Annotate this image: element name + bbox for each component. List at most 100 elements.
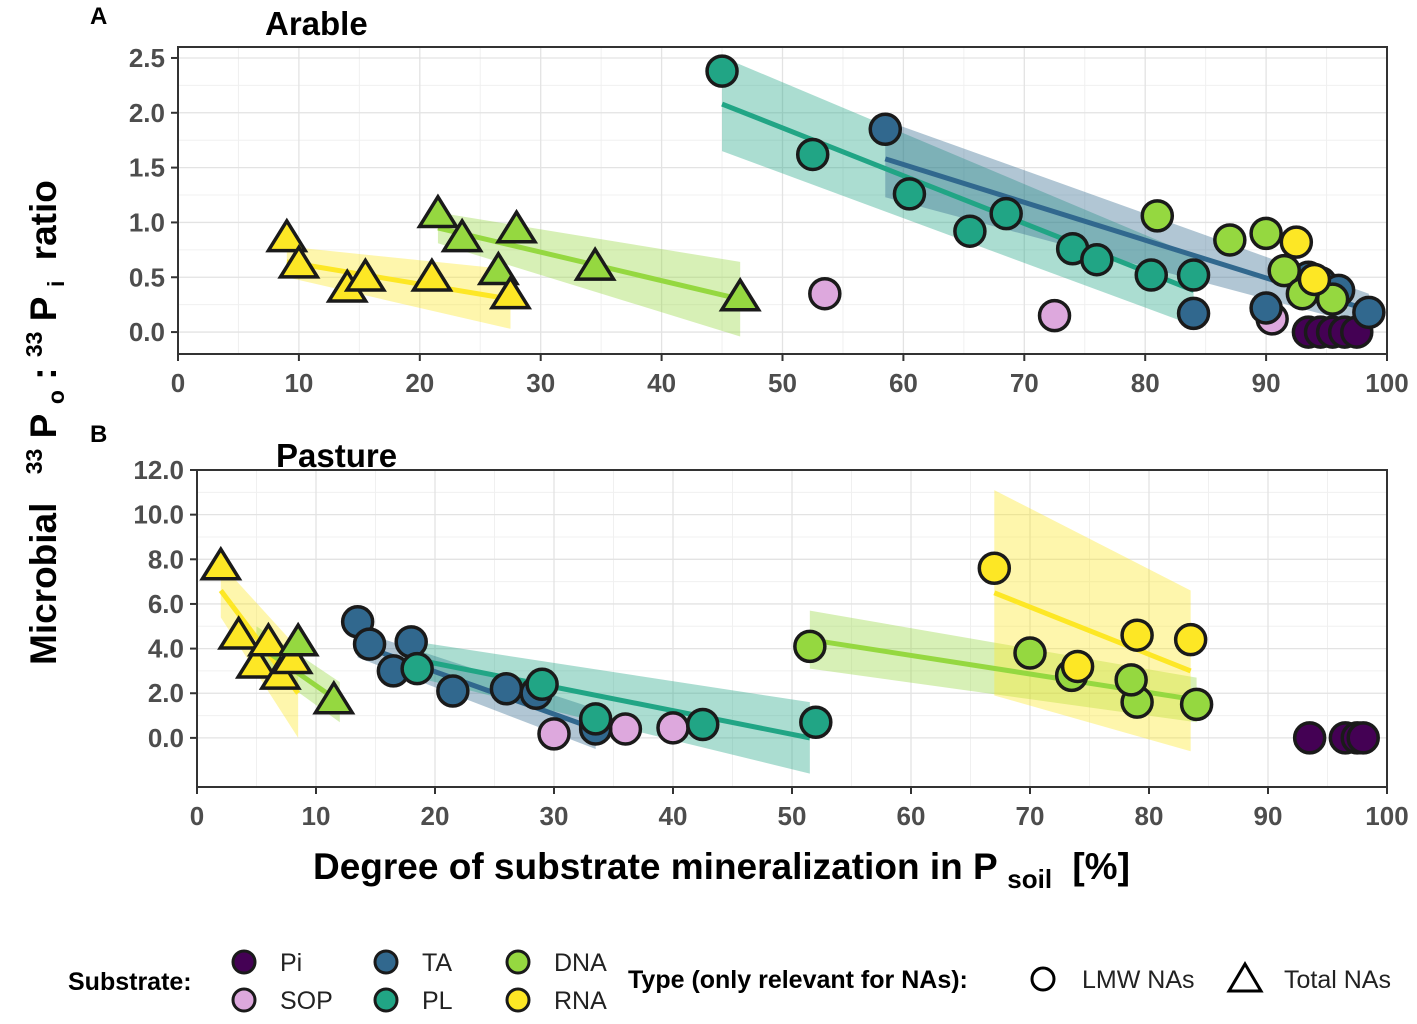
y-axis-title-sub1: o <box>43 390 69 404</box>
point-dna-lmw <box>1013 636 1047 670</box>
point-rna-total <box>343 257 387 292</box>
legend-swatch-rna <box>505 987 531 1013</box>
point-dna-lmw <box>1213 223 1247 257</box>
point-dna-total <box>573 246 617 281</box>
x-tick-label: 50 <box>778 801 807 831</box>
panel-a: A Arable 0 10 20 30 40 50 60 70 80 90 100 0.0 0.5 1.0… <box>90 3 1409 398</box>
point-pl-lmw <box>1176 258 1211 292</box>
panel-a-label: A <box>90 3 107 30</box>
legend-substrate-title: Substrate: <box>68 968 192 996</box>
legend-label-total-nas: Total NAs <box>1284 966 1391 994</box>
point-rna-lmw <box>977 551 1012 585</box>
x-axis-title-sub: soil <box>1007 864 1052 894</box>
x-tick-label: 70 <box>1016 801 1045 831</box>
confidence-band-rna <box>286 246 511 329</box>
point-rna-lmw <box>1060 649 1095 684</box>
point-sop-lmw <box>608 712 643 746</box>
x-tick-label: 80 <box>1131 368 1160 398</box>
legend-swatch-pi <box>231 949 257 975</box>
x-tick-label: 10 <box>302 801 331 831</box>
point-ta-lmw <box>436 674 470 708</box>
y-tick-label: 8.0 <box>148 544 184 574</box>
y-axis-title-sup1: 33 <box>21 449 47 475</box>
y-tick-label: 2.5 <box>129 43 165 73</box>
y-tick-label: 0.5 <box>129 262 165 292</box>
x-tick-label: 0 <box>171 368 185 398</box>
point-dna-total <box>494 208 539 244</box>
point-rna-lmw <box>1120 618 1154 652</box>
legend-swatch-ta <box>373 949 399 975</box>
x-tick-label: 60 <box>889 368 918 398</box>
legend-label-lmw-nas: LMW NAs <box>1082 966 1195 994</box>
point-sop-lmw <box>1037 298 1072 333</box>
point-pl-lmw <box>1080 242 1114 277</box>
y-axis-title-p1: P <box>23 414 64 438</box>
x-tick-label: 30 <box>540 801 569 831</box>
x-tick-label: 60 <box>897 801 926 831</box>
x-tick-label: 100 <box>1365 801 1408 831</box>
x-tick-label: 90 <box>1254 801 1283 831</box>
legend-label-pl: PL <box>422 987 453 1015</box>
y-tick-label: 0.0 <box>148 723 184 753</box>
point-ta-lmw <box>1249 291 1283 325</box>
y-tick-label: 0.0 <box>129 317 165 347</box>
x-tick-label: 30 <box>526 368 555 398</box>
point-rna-lmw <box>1297 262 1332 297</box>
point-pl-lmw <box>705 54 739 88</box>
panel-b: B Pasture 0 10 20 30 40 50 60 70 80 90 100 0.0 2.0 4.… <box>90 421 1409 831</box>
point-dna-lmw <box>1114 663 1148 697</box>
point-pl-lmw <box>686 707 720 742</box>
point-dna-total <box>718 276 762 312</box>
x-tick-label: 50 <box>768 368 797 398</box>
legend-shape-circle <box>1030 966 1056 992</box>
point-rna-total <box>270 639 314 675</box>
point-pl-lmw <box>578 702 613 736</box>
point-pl-lmw <box>1134 258 1168 292</box>
point-rna-total <box>277 243 321 279</box>
x-tick-label: 40 <box>659 801 688 831</box>
y-tick-label: 4.0 <box>148 634 184 664</box>
point-dna-total <box>476 250 520 286</box>
point-dna-total <box>416 193 460 229</box>
y-axis-title-sup2: 33 <box>21 332 47 358</box>
x-axis-title: Degree of substrate mineralization in P … <box>313 846 1130 896</box>
legend-shape-triangle <box>1226 961 1264 993</box>
legend-label-sop: SOP <box>280 987 333 1015</box>
point-rna-total <box>265 217 309 253</box>
legend-label-dna: DNA <box>554 949 607 977</box>
point-ta-lmw <box>394 625 428 659</box>
fit-line-pl <box>721 101 1195 293</box>
legend-swatch-pl <box>373 987 399 1013</box>
panel-b-plot: 0 10 20 30 40 50 60 70 80 90 100 0.0 2.0 4.0 6.0 8.0 10.… <box>133 455 1408 831</box>
legend-label-pi: Pi <box>280 949 302 977</box>
point-rna-total <box>410 257 454 292</box>
point-pl-lmw <box>525 667 559 702</box>
point-dna-lmw <box>1179 687 1214 722</box>
x-tick-label: 40 <box>647 368 676 398</box>
y-axis-title-suffix: ratio <box>23 180 64 260</box>
y-tick-label: 2.0 <box>129 98 165 128</box>
point-rna-total <box>217 615 261 650</box>
y-tick-label: 12.0 <box>133 455 184 485</box>
x-tick-label: 100 <box>1365 368 1408 398</box>
point-dna-total <box>276 621 320 657</box>
point-sop-lmw <box>808 276 842 311</box>
x-tick-label: 70 <box>1010 368 1039 398</box>
legend-label-ta: TA <box>422 949 452 977</box>
legend-swatch-dna <box>505 949 531 975</box>
point-rna-total <box>199 545 243 581</box>
fit-line-pl <box>416 657 811 741</box>
y-tick-label: 1.0 <box>129 207 165 237</box>
x-tick-label: 80 <box>1135 801 1164 831</box>
legend-substrates: Pi SOP TA PL DNA RNA <box>231 949 607 1015</box>
point-ta-lmw <box>1352 295 1386 330</box>
point-ta-lmw <box>1176 296 1211 331</box>
legend-swatch-sop <box>231 987 257 1013</box>
x-axis-title-suffix: [%] <box>1072 846 1130 887</box>
point-pl-lmw <box>989 196 1023 231</box>
legend: Substrate: Pi SOP TA PL DNA RNA Type (only re… <box>68 949 1391 1015</box>
legend-types: LMW NAs Total NAs <box>1030 961 1391 994</box>
point-rna-total <box>234 644 279 679</box>
y-axis-title-p2: P <box>23 297 64 321</box>
